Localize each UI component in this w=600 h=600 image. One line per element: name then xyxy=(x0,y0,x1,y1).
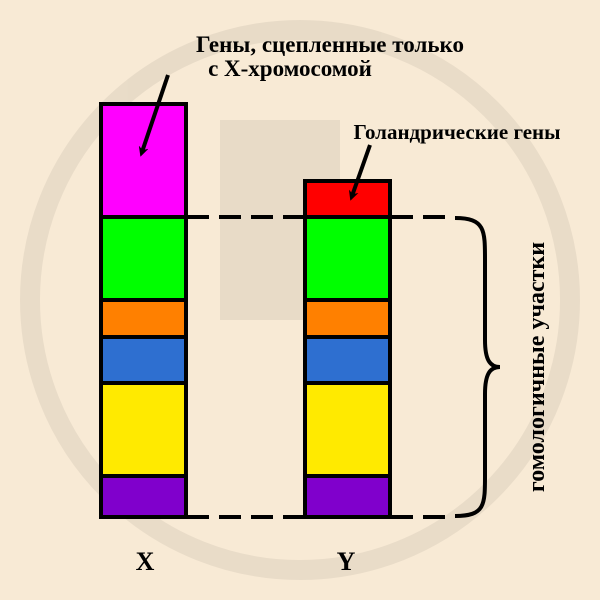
homologous-segment xyxy=(303,215,392,302)
brace-icon xyxy=(454,216,501,518)
x-chromosome-label: X xyxy=(136,547,155,576)
y-only-segment xyxy=(303,179,392,219)
y-chromosome xyxy=(303,179,392,519)
holandric-label: Голандрические гены xyxy=(353,120,560,144)
x-chromosome xyxy=(99,102,188,519)
x-linked-label-line2: с Х-хромосомой xyxy=(208,56,372,81)
arrow-x-linked xyxy=(138,74,170,157)
homologous-segment xyxy=(303,298,392,339)
x-only-segment xyxy=(99,102,188,219)
homologous-segment xyxy=(99,335,188,385)
homologous-segment xyxy=(303,335,392,385)
homology-dashed-lines xyxy=(187,215,445,519)
homologous-segment xyxy=(303,474,392,519)
x-linked-label-line1: Гены, сцепленные только xyxy=(196,32,464,57)
homologous-segment xyxy=(99,215,188,302)
homologous-segment xyxy=(99,298,188,339)
y-chromosome-label: Y xyxy=(337,547,356,576)
homologous-segment xyxy=(99,381,188,478)
homologous-segment xyxy=(303,381,392,478)
homologous-segment xyxy=(99,474,188,519)
arrow-holandric xyxy=(348,144,372,201)
homologous-label: гомологичные участки xyxy=(524,242,550,492)
